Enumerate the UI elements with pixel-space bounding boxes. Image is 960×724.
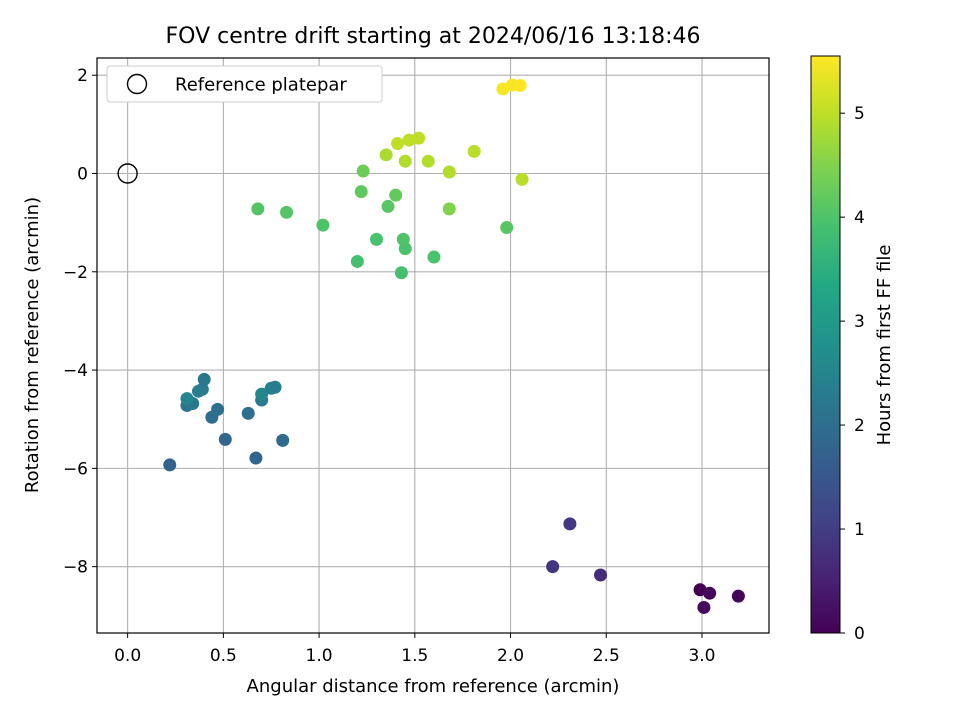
data-point bbox=[381, 199, 395, 213]
data-point bbox=[563, 517, 577, 531]
y-tick-label: −8 bbox=[63, 558, 88, 578]
data-point bbox=[280, 205, 294, 219]
x-tick-label: 2.0 bbox=[497, 646, 524, 666]
y-axis-ticks: 2 0 −2 −4 −6 −8 bbox=[63, 66, 97, 578]
data-point bbox=[211, 402, 225, 416]
colorbar-tick-label: 3 bbox=[854, 312, 865, 332]
plot-frame bbox=[96, 57, 770, 634]
y-axis-label: Rotation from reference (arcmin) bbox=[22, 197, 43, 493]
data-point bbox=[356, 164, 370, 178]
data-point bbox=[197, 372, 211, 386]
data-point bbox=[427, 250, 441, 264]
y-tick-label: 0 bbox=[77, 164, 88, 184]
data-point bbox=[379, 148, 393, 162]
data-point bbox=[241, 406, 255, 420]
y-tick-label: −4 bbox=[63, 361, 88, 381]
data-point bbox=[370, 232, 384, 246]
data-point bbox=[703, 586, 717, 600]
reference-point bbox=[117, 163, 138, 184]
x-tick-label: 0.5 bbox=[210, 646, 237, 666]
data-point bbox=[218, 432, 232, 446]
y-tick-label: −2 bbox=[63, 263, 88, 283]
legend: Reference platepar bbox=[106, 65, 383, 103]
data-point bbox=[500, 221, 514, 235]
data-point bbox=[180, 392, 194, 406]
data-points bbox=[163, 78, 745, 614]
data-point bbox=[442, 202, 456, 216]
data-point bbox=[255, 387, 269, 401]
data-point bbox=[398, 154, 412, 168]
data-point bbox=[467, 144, 481, 158]
colorbar-label: Hours from first FF file bbox=[874, 245, 895, 446]
x-tick-label: 3.0 bbox=[688, 646, 715, 666]
data-point bbox=[389, 188, 403, 202]
colorbar-ticks: 0 1 2 3 4 5 bbox=[840, 104, 865, 644]
colorbar-tick-label: 1 bbox=[854, 520, 865, 540]
data-point bbox=[421, 154, 435, 168]
legend-label: Reference platepar bbox=[175, 75, 347, 96]
data-point bbox=[195, 382, 209, 396]
x-axis-label: Angular distance from reference (arcmin) bbox=[247, 676, 620, 697]
x-axis-ticks: 0.0 0.5 1.0 1.5 2.0 2.5 3.0 bbox=[114, 633, 716, 666]
data-point bbox=[354, 185, 368, 199]
colorbar-tick-label: 2 bbox=[854, 416, 865, 436]
data-point bbox=[594, 568, 608, 582]
data-point bbox=[731, 589, 745, 603]
x-tick-label: 2.5 bbox=[593, 646, 620, 666]
data-point bbox=[394, 266, 408, 280]
data-point bbox=[442, 165, 456, 179]
reference-marker bbox=[117, 163, 138, 184]
data-point bbox=[697, 600, 711, 614]
x-tick-label: 1.5 bbox=[401, 646, 428, 666]
data-point bbox=[249, 451, 263, 465]
colorbar-tick-label: 0 bbox=[854, 624, 865, 644]
x-tick-label: 0.0 bbox=[114, 646, 141, 666]
legend-box bbox=[106, 65, 383, 103]
y-tick-label: 2 bbox=[77, 66, 88, 86]
data-point bbox=[515, 172, 529, 186]
y-tick-label: −6 bbox=[63, 459, 88, 479]
data-point bbox=[546, 560, 560, 574]
data-point bbox=[396, 232, 410, 246]
data-point bbox=[163, 458, 177, 472]
colorbar bbox=[810, 55, 841, 634]
data-point bbox=[350, 254, 364, 268]
data-point bbox=[276, 433, 290, 447]
x-tick-label: 1.0 bbox=[306, 646, 333, 666]
legend-marker bbox=[126, 73, 148, 95]
colorbar-tick-label: 5 bbox=[854, 104, 865, 124]
chart-title: FOV centre drift starting at 2024/06/16 … bbox=[166, 24, 701, 49]
data-point bbox=[391, 137, 405, 151]
data-point bbox=[513, 79, 527, 93]
data-point bbox=[268, 380, 282, 394]
data-point bbox=[412, 131, 426, 145]
data-point bbox=[316, 218, 330, 232]
data-point bbox=[251, 202, 265, 216]
colorbar-tick-label: 4 bbox=[854, 208, 865, 228]
